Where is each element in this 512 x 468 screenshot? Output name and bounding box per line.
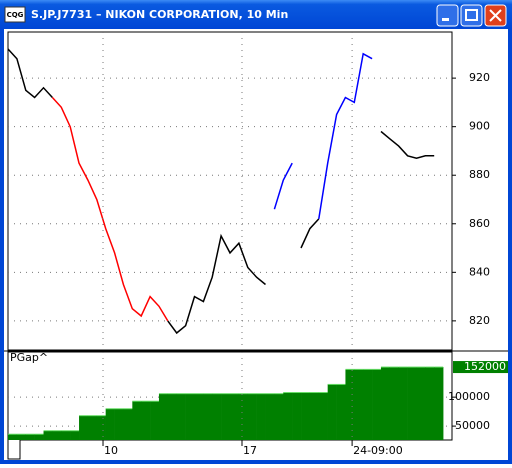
area-step <box>158 393 169 440</box>
area-step <box>114 408 124 440</box>
x-tick-label: 17 <box>243 444 257 457</box>
area-step <box>87 415 98 440</box>
price-line <box>51 96 169 322</box>
area-step <box>194 393 204 440</box>
area-step <box>283 392 293 440</box>
area-step <box>221 393 231 440</box>
area-step <box>363 369 373 440</box>
area-step <box>52 430 62 440</box>
price-line <box>273 52 373 220</box>
price-line <box>7 48 435 335</box>
area-step <box>425 367 435 440</box>
y-tick-label: 900 <box>469 120 490 133</box>
area-step <box>265 393 275 440</box>
area-step <box>247 393 257 440</box>
price-panel <box>7 31 453 351</box>
y-tick-label: 860 <box>469 217 490 230</box>
area-step <box>43 430 53 440</box>
app-icon-text: CQG <box>7 11 24 19</box>
area-step <box>398 367 408 440</box>
close-button[interactable] <box>484 4 507 27</box>
y-tick-label: 920 <box>469 71 490 84</box>
area-step <box>434 367 444 440</box>
area-step <box>203 393 213 440</box>
area-step <box>230 393 240 440</box>
area-step <box>123 408 133 440</box>
area-step <box>16 434 27 440</box>
y-tick-label: 820 <box>469 314 490 327</box>
area-step <box>380 367 391 440</box>
area-step <box>238 393 249 440</box>
area-step <box>345 369 355 440</box>
area-step <box>167 393 178 440</box>
area-step <box>301 392 311 440</box>
title-bar <box>0 0 512 29</box>
area-step <box>336 384 346 440</box>
area-step <box>256 393 266 440</box>
area-step <box>70 430 80 440</box>
app-icon <box>4 6 26 23</box>
area-step <box>327 384 337 440</box>
area-step <box>416 367 426 440</box>
area-step <box>212 393 222 440</box>
y-tick-label: 880 <box>469 168 490 181</box>
area-step <box>105 408 115 440</box>
window-title: S.JP.J7731 – NIKON CORPORATION, 10 Min <box>31 8 288 21</box>
area-step <box>150 401 160 440</box>
x-tick-label: 10 <box>104 444 118 457</box>
x-tick-label: 24-09:00 <box>353 444 403 457</box>
area-step <box>25 434 35 440</box>
area-step <box>372 369 382 440</box>
last-value-label: 152000 <box>464 360 506 373</box>
area-step <box>354 369 364 440</box>
area-step <box>274 393 284 440</box>
area-step <box>8 434 18 440</box>
area-step <box>176 393 186 440</box>
area-step <box>61 430 71 440</box>
last-value-box <box>453 361 508 374</box>
area-step <box>318 392 328 440</box>
minimize-button[interactable] <box>436 4 459 27</box>
area-step <box>132 401 142 440</box>
y-tick-label: 50000 <box>455 419 490 432</box>
study-title: PGap^ <box>10 351 48 364</box>
area-step <box>79 415 89 440</box>
area-step <box>185 393 195 440</box>
area-step <box>34 434 44 440</box>
area-step <box>96 415 106 440</box>
y-tick-label: 100000 <box>448 390 490 403</box>
y-tick-label: 840 <box>469 265 490 278</box>
maximize-button[interactable] <box>460 4 483 27</box>
area-step <box>141 401 151 440</box>
area-step <box>292 392 302 440</box>
scroll-handle[interactable] <box>7 436 21 460</box>
area-step <box>309 392 320 440</box>
area-step <box>407 367 417 440</box>
area-step <box>389 367 400 440</box>
